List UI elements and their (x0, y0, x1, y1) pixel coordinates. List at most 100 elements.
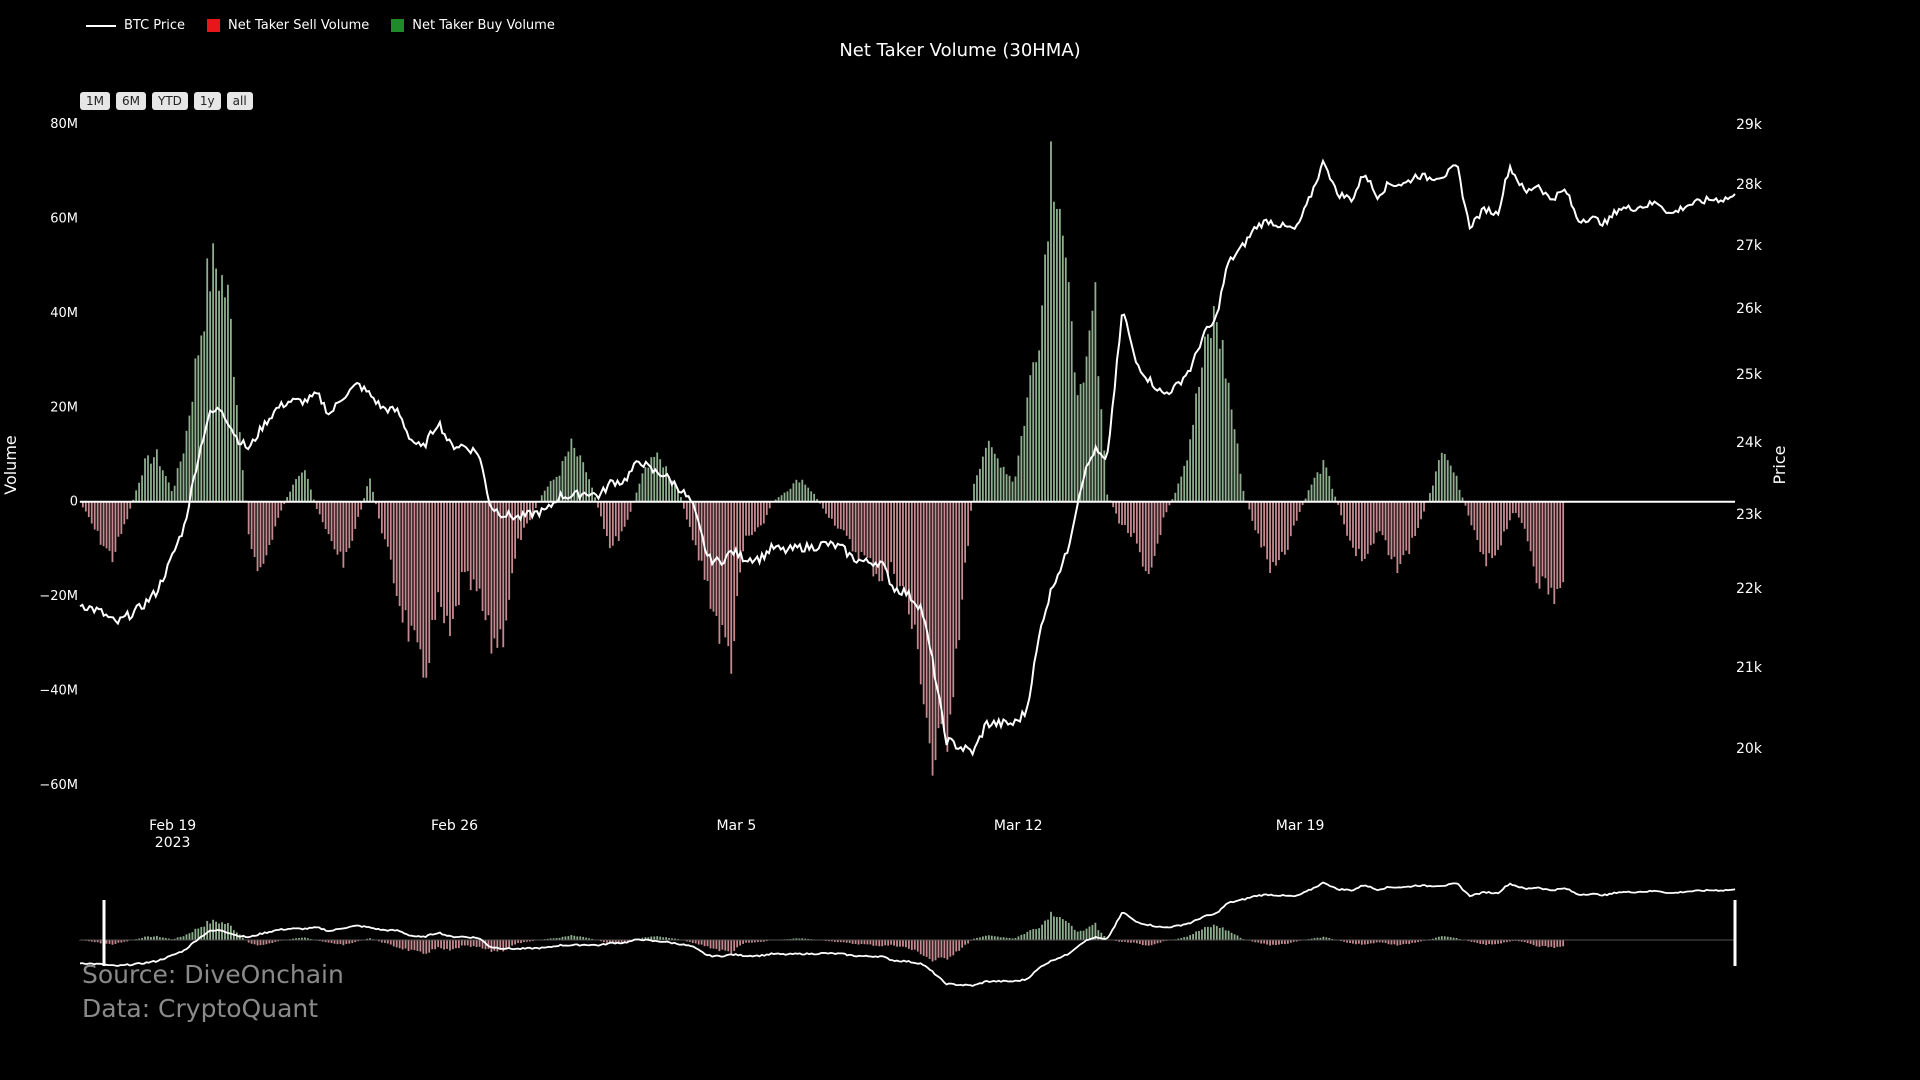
mini-volume-bar (529, 940, 531, 942)
volume-bar (970, 501, 972, 511)
mini-volume-bar (887, 940, 890, 946)
volume-bar (1417, 501, 1420, 528)
volume-bar (638, 483, 641, 502)
volume-bar (1061, 235, 1064, 502)
volume-bar (484, 501, 487, 621)
volume-bar (1473, 501, 1476, 531)
mini-volume-bar (724, 940, 727, 951)
volume-bar (1180, 476, 1183, 502)
mini-volume-bar (996, 936, 999, 940)
volume-bar (212, 243, 215, 502)
mini-volume-bar (893, 940, 895, 946)
legend-label-sell: Net Taker Sell Volume (228, 18, 370, 33)
legend-item-buy-volume[interactable]: Net Taker Buy Volume (391, 18, 555, 33)
volume-bar (1257, 501, 1260, 534)
mini-volume-bar (668, 937, 670, 940)
volume-bar (1248, 501, 1251, 510)
mini-volume-bar (1263, 940, 1266, 944)
volume-bar (188, 415, 191, 502)
mini-volume-bar (1455, 937, 1458, 940)
volume-bar (1411, 501, 1414, 538)
range-button-6m[interactable]: 6M (116, 92, 146, 110)
mini-volume-bar (478, 940, 481, 947)
mini-volume-bar (1375, 940, 1378, 943)
volume-bar (857, 501, 860, 561)
range-button-all[interactable]: all (226, 92, 253, 110)
volume-bar (570, 438, 573, 502)
volume-bar (1476, 501, 1479, 541)
mini-volume-bar (1360, 940, 1363, 945)
volume-bar (81, 501, 84, 508)
mini-volume-bar (579, 936, 582, 940)
volume-bar (150, 463, 152, 502)
mini-volume-bar (1544, 940, 1547, 946)
mini-volume-bar (582, 936, 585, 940)
legend-item-btc-price[interactable]: BTC Price (86, 18, 185, 33)
mini-volume-bar (410, 940, 413, 950)
mini-volume-bar (925, 940, 928, 957)
volume-bar (383, 501, 386, 540)
range-slider-handle[interactable] (102, 900, 106, 966)
volume-bar (1094, 282, 1097, 502)
volume-bar (1316, 472, 1319, 502)
volume-bar (907, 501, 910, 615)
mini-volume-bar (167, 938, 170, 940)
mini-volume-bar (395, 940, 398, 948)
volume-bar (851, 501, 854, 552)
mini-volume-bar (194, 928, 197, 940)
volume-bar (1041, 305, 1044, 502)
volume-bar (460, 501, 463, 573)
volume-bar (1408, 501, 1411, 554)
volume-bar (611, 501, 614, 546)
volume-bar (452, 501, 454, 619)
range-button-ytd[interactable]: YTD (152, 92, 188, 110)
mini-volume-bar (656, 936, 659, 940)
range-button-1m[interactable]: 1M (80, 92, 110, 110)
volume-bar (218, 290, 220, 502)
volume-bar (1544, 501, 1547, 579)
mini-volume-bar (1381, 940, 1384, 943)
mini-volume-bar (1097, 930, 1100, 940)
mini-volume-bar (345, 940, 348, 944)
volume-bar (967, 501, 969, 546)
volume-bar (910, 501, 913, 629)
volume-bar (232, 376, 235, 502)
volume-bar (756, 501, 759, 528)
range-button-1y[interactable]: 1y (193, 92, 221, 110)
volume-bar (84, 501, 87, 512)
volume-bar (1372, 501, 1375, 544)
mini-volume-bar (1357, 940, 1360, 944)
volume-bar (304, 470, 306, 502)
volume-bar (336, 501, 339, 555)
volume-bar (1458, 489, 1461, 502)
volume-bar (682, 501, 685, 509)
mini-volume-bar (1017, 936, 1020, 940)
mini-volume-bar (440, 940, 442, 949)
volume-bar (1532, 501, 1535, 567)
mini-volume-bar (1526, 940, 1529, 944)
volume-bar (1269, 501, 1271, 574)
range-slider-handle[interactable] (1733, 900, 1737, 966)
mini-volume-bar (709, 940, 712, 949)
price-line (79, 158, 1736, 987)
mini-volume-bar (253, 940, 256, 945)
range-slider[interactable] (102, 900, 1737, 966)
volume-bar (1420, 501, 1422, 520)
mini-volume-bar (123, 940, 126, 942)
volume-bar (298, 475, 300, 502)
volume-bar (1440, 452, 1443, 502)
legend-item-sell-volume[interactable]: Net Taker Sell Volume (207, 18, 369, 33)
mini-volume-bar (1331, 938, 1334, 940)
volume-bar (1357, 501, 1360, 549)
volume-bar (517, 501, 519, 539)
y2-axis-title: Price (1770, 445, 1789, 484)
mini-volume-bar (351, 940, 354, 944)
volume-bar (1239, 473, 1242, 502)
mini-volume-bar (366, 938, 368, 940)
volume-bar (863, 501, 866, 556)
volume-bar (292, 484, 294, 502)
mini-volume-bar (386, 940, 389, 944)
volume-bar (854, 501, 857, 553)
mini-volume-bar (1011, 938, 1014, 940)
